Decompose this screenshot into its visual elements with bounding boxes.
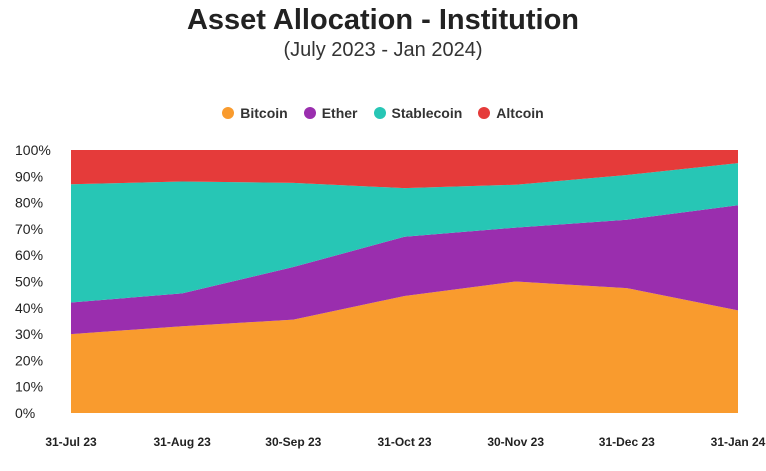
x-tick-label: 31-Aug 23 [153,435,211,449]
area-altcoin[interactable] [71,150,738,189]
legend-swatch-stablecoin [373,107,386,119]
legend-swatch-altcoin [478,107,491,119]
legend-item-altcoin[interactable]: Altcoin [478,105,544,121]
legend-label-bitcoin: Bitcoin [240,105,288,121]
y-tick-label: 50% [15,274,43,290]
legend-label-stablecoin: Stablecoin [391,105,463,121]
y-tick-label: 90% [15,168,43,184]
legend-label-ether: Ether [321,105,358,121]
legend-swatch-ether [303,107,316,119]
chart-title: Asset Allocation - Institution [186,4,580,36]
legend-item-stablecoin[interactable]: Stablecoin [373,105,463,121]
y-tick-label: 0% [15,405,35,421]
area-ether[interactable] [71,205,738,335]
y-tick-label: 100% [15,142,51,158]
area-stablecoin[interactable] [71,163,738,303]
y-tick-label: 80% [15,195,43,211]
y-tick-label: 30% [15,326,43,342]
legend-item-bitcoin[interactable]: Bitcoin [222,105,288,121]
x-tick-label: 30-Nov 23 [487,435,544,449]
legend-swatch-bitcoin [222,107,235,119]
legend-label-altcoin: Altcoin [496,105,544,121]
legend-item-ether[interactable]: Ether [303,105,358,121]
x-tick-label: 31-Dec 23 [599,435,655,449]
y-tick-label: 20% [15,352,43,368]
legend: Bitcoin Ether Stablecoin Altcoin [0,105,766,121]
area-bitcoin[interactable] [71,281,738,414]
x-tick-label: 30-Sep 23 [265,435,321,449]
y-tick-label: 60% [15,247,43,263]
y-tick-label: 40% [15,300,43,316]
y-tick-label: 70% [15,221,43,237]
y-tick-label: 10% [15,379,43,395]
x-tick-label: 31-Jan 24 [711,435,766,449]
chart-subtitle: (July 2023 - Jan 2024) [283,39,483,61]
x-tick-label: 31-Jul 23 [45,435,97,449]
x-tick-label: 31-Oct 23 [377,435,431,449]
